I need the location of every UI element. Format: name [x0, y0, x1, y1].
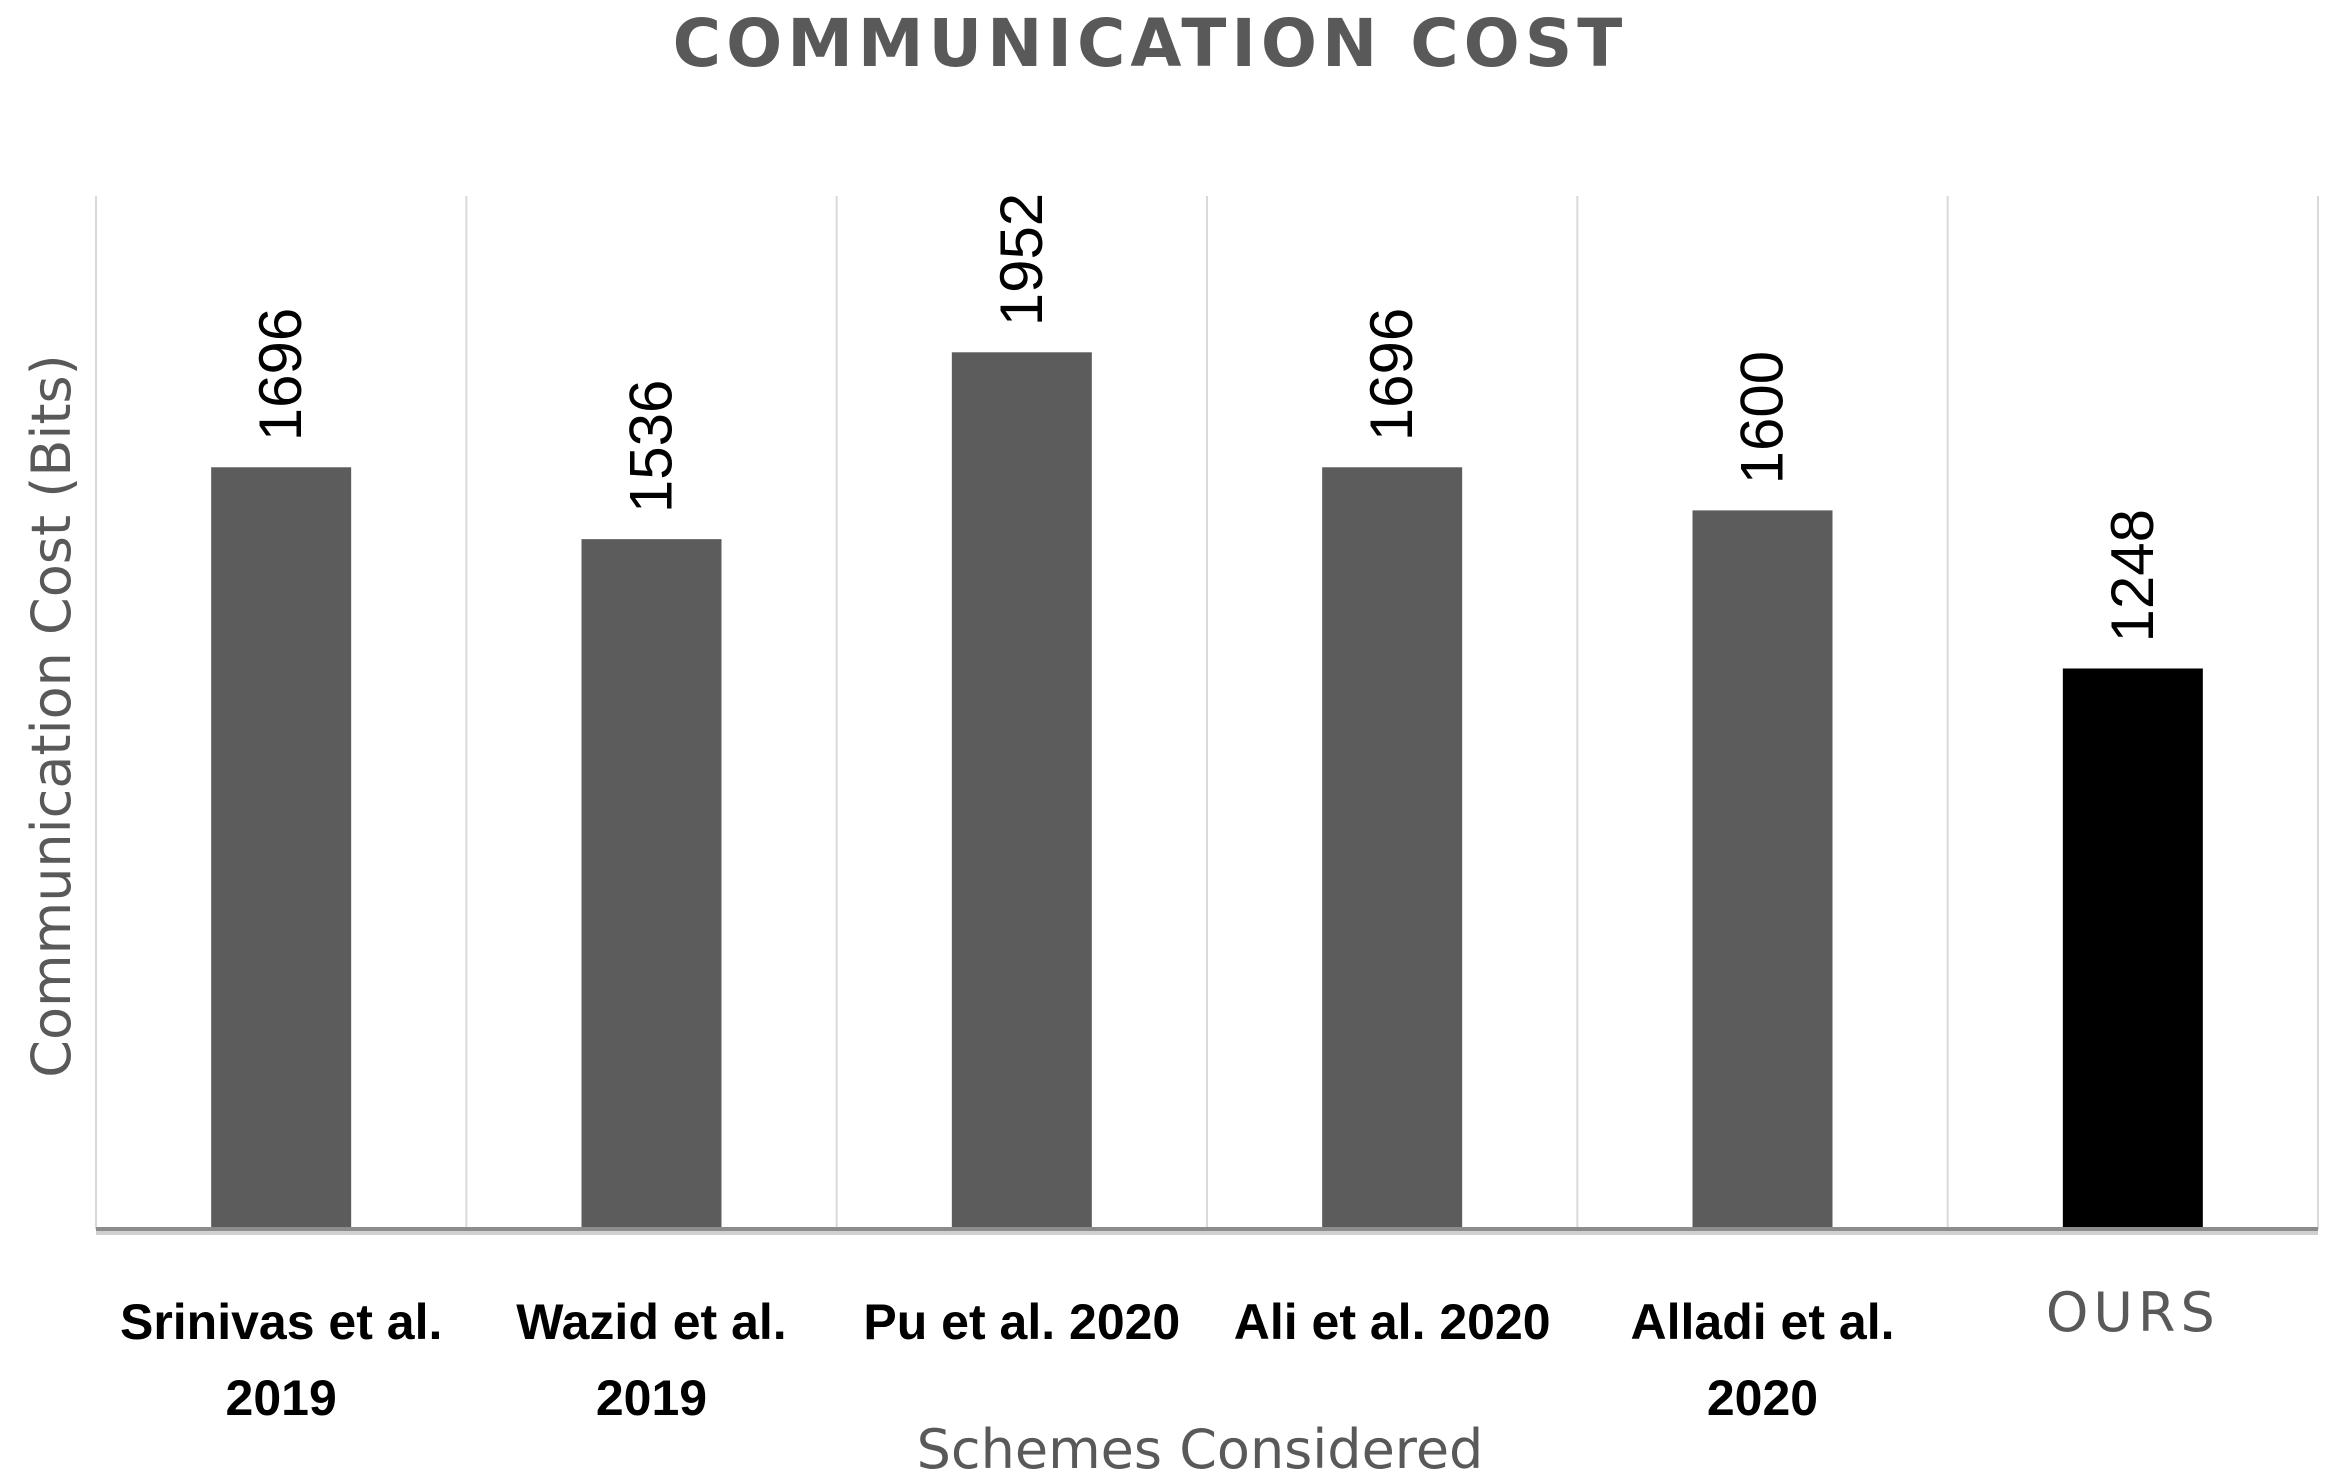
data-label-2: 1952: [988, 193, 1055, 326]
bar-1: [581, 539, 722, 1229]
tick-label-3: Ali et al. 2020: [1234, 1294, 1551, 1350]
tick-label-line: Pu et al. 2020: [863, 1294, 1180, 1350]
data-label-0: 1696: [247, 308, 314, 441]
bar-2: [951, 352, 1092, 1230]
tick-label-line: 2019: [596, 1370, 707, 1426]
tick-label-1: Wazid et al. 2019: [516, 1294, 786, 1426]
y-axis-title: Communication Cost (Bits): [20, 354, 83, 1078]
data-label-5: 1248: [2099, 509, 2166, 642]
gridlines: [95, 196, 2319, 1229]
tick-label-5: OURS: [2046, 1281, 2220, 1344]
chart-title: COMMUNICATION COST: [673, 5, 1628, 82]
x-axis: [96, 1227, 2318, 1235]
tick-label-line: Alladi et al.: [1631, 1294, 1895, 1350]
tick-label-0: Srinivas et al. 2019: [120, 1294, 442, 1426]
tick-label-line: Srinivas et al.: [120, 1294, 442, 1350]
x-tick-labels: Srinivas et al. 2019 Wazid et al. 2019 Pu et…: [120, 1281, 2220, 1426]
bar-4: [1692, 510, 1833, 1229]
tick-label-line: 2020: [1707, 1370, 1818, 1426]
data-labels: 1696 1536 1952 1696 1600 1248: [247, 193, 2166, 643]
tick-label-line: OURS: [2046, 1281, 2220, 1344]
tick-label-2: Pu et al. 2020: [863, 1294, 1180, 1350]
bar-3: [1322, 467, 1463, 1229]
data-label-3: 1696: [1358, 308, 1425, 441]
bar-5: [2062, 668, 2203, 1229]
tick-label-line: Ali et al. 2020: [1234, 1294, 1551, 1350]
data-label-1: 1536: [618, 380, 685, 513]
data-label-4: 1600: [1729, 351, 1796, 484]
tick-label-line: Wazid et al.: [516, 1294, 786, 1350]
tick-label-4: Alladi et al. 2020: [1631, 1294, 1895, 1426]
bar-0: [211, 467, 352, 1229]
tick-label-line: 2019: [226, 1370, 337, 1426]
bars: [211, 352, 2203, 1230]
x-axis-title: Schemes Considered: [917, 1418, 1484, 1481]
